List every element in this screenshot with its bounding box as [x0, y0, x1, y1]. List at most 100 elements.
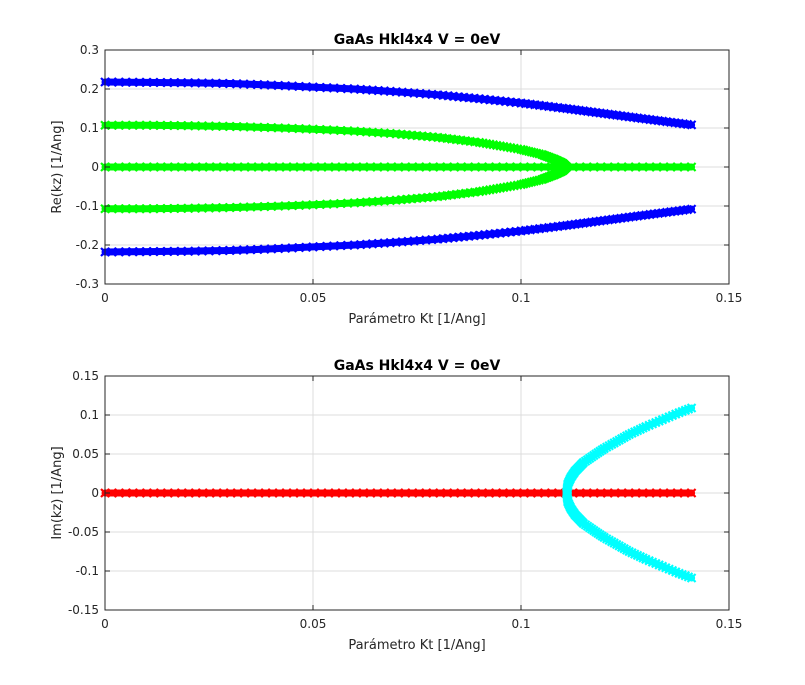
x-marker: [582, 488, 592, 498]
x-marker: [554, 488, 564, 498]
x-marker: [302, 488, 313, 498]
x-marker: [686, 488, 697, 498]
x-marker: [484, 488, 494, 498]
data-series: [561, 488, 697, 583]
x-marker: [505, 488, 515, 498]
x-marker: [672, 162, 683, 172]
x-marker: [372, 488, 383, 498]
x-marker: [609, 162, 620, 172]
x-tick-label: 0.05: [300, 291, 327, 305]
x-marker: [253, 488, 264, 498]
x-marker: [575, 162, 585, 172]
x-marker: [177, 162, 187, 172]
x-marker: [281, 162, 292, 172]
data-series: [100, 162, 697, 172]
x-marker: [393, 162, 404, 172]
x-marker: [379, 488, 390, 498]
x-marker: [260, 162, 271, 172]
x-marker: [637, 488, 648, 498]
x-marker: [358, 162, 369, 172]
x-tick-label: 0.1: [511, 617, 530, 631]
x-marker: [246, 488, 257, 498]
x-marker: [651, 162, 662, 172]
x-marker: [239, 162, 250, 172]
x-marker: [128, 488, 138, 498]
y-tick-label: 0.1: [80, 121, 99, 135]
x-marker: [295, 488, 306, 498]
x-marker: [644, 162, 655, 172]
x-marker: [484, 162, 494, 172]
x-marker: [246, 162, 257, 172]
y-tick-label: -0.05: [68, 525, 99, 539]
x-marker: [204, 488, 215, 498]
x-marker: [253, 162, 264, 172]
y-axis-label: Im(kz) [1/Ang]: [50, 446, 65, 539]
data-series: [100, 204, 697, 257]
y-axis-label: Re(kz) [1/Ang]: [50, 120, 65, 213]
data-series: [100, 77, 697, 130]
x-marker: [505, 162, 515, 172]
x-marker: [623, 162, 634, 172]
x-marker: [456, 162, 466, 172]
x-marker: [463, 488, 473, 498]
x-marker: [114, 488, 124, 498]
x-marker: [686, 573, 697, 583]
x-marker: [414, 488, 425, 498]
x-marker: [225, 488, 236, 498]
x-marker: [107, 488, 117, 498]
x-marker: [365, 488, 376, 498]
x-marker: [637, 162, 648, 172]
x-marker: [442, 162, 452, 172]
x-marker: [232, 162, 243, 172]
x-marker: [428, 162, 438, 172]
x-marker: [127, 203, 138, 214]
x-marker: [128, 162, 138, 172]
x-marker: [134, 120, 145, 131]
y-tick-label: 0.15: [72, 369, 99, 383]
x-marker: [163, 162, 173, 172]
x-marker: [540, 488, 550, 498]
x-marker: [330, 162, 341, 172]
y-tick-label: -0.2: [76, 238, 99, 252]
x-marker: [337, 488, 348, 498]
x-marker: [519, 488, 529, 498]
x-marker: [623, 488, 634, 498]
x-marker: [114, 120, 124, 131]
x-marker: [177, 488, 187, 498]
y-tick-label: -0.1: [76, 199, 99, 213]
x-marker: [533, 488, 543, 498]
x-marker: [421, 488, 431, 498]
x-marker: [351, 162, 362, 172]
x-marker: [288, 488, 299, 498]
x-marker: [526, 162, 536, 172]
y-tick-label: 0: [91, 486, 99, 500]
x-marker: [204, 162, 215, 172]
y-tick-label: -0.15: [68, 603, 99, 617]
x-marker: [365, 162, 376, 172]
y-tick-label: 0: [91, 160, 99, 174]
x-marker: [218, 162, 229, 172]
x-marker: [644, 488, 655, 498]
x-marker: [679, 488, 690, 498]
x-marker: [400, 162, 411, 172]
x-marker: [540, 162, 550, 172]
x-marker: [686, 204, 697, 214]
x-marker: [386, 162, 397, 172]
x-marker: [190, 488, 201, 498]
x-marker: [379, 162, 390, 172]
x-marker: [121, 120, 131, 131]
x-marker: [190, 162, 201, 172]
x-marker: [134, 203, 145, 214]
x-marker: [449, 488, 459, 498]
y-tick-label: 0.1: [80, 408, 99, 422]
x-marker: [163, 488, 173, 498]
x-marker: [309, 488, 320, 498]
x-marker: [316, 488, 327, 498]
x-marker: [288, 162, 299, 172]
axes-im-kz: 0 0.05 0.1 0.15 -0.15 -0.1 -0.05 0 0.05 0.1 0.15 G…: [50, 358, 742, 653]
x-marker: [184, 162, 194, 172]
x-marker: [323, 162, 334, 172]
y-tick-label: 0.2: [80, 82, 99, 96]
x-marker: [491, 488, 501, 498]
